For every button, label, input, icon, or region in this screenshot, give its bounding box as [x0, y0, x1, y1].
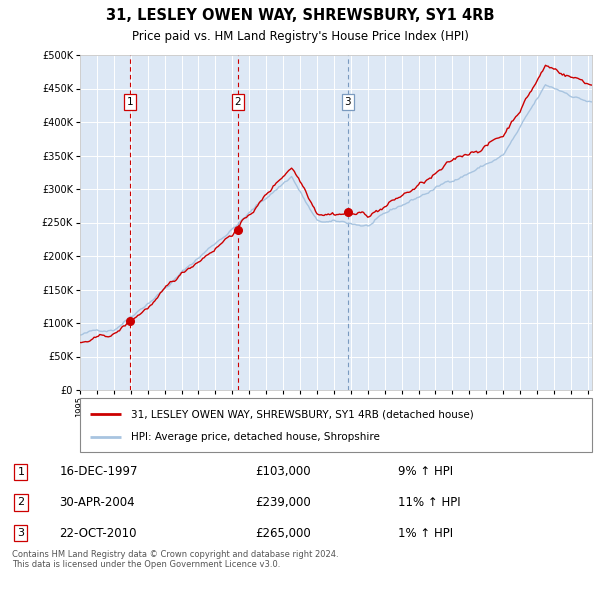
Text: 1% ↑ HPI: 1% ↑ HPI [398, 527, 453, 540]
Text: 3: 3 [17, 528, 25, 538]
Text: Contains HM Land Registry data © Crown copyright and database right 2024.
This d: Contains HM Land Registry data © Crown c… [12, 550, 338, 569]
Text: 2: 2 [17, 497, 25, 507]
Text: 1: 1 [17, 467, 25, 477]
Text: 11% ↑ HPI: 11% ↑ HPI [398, 496, 461, 509]
Text: 22-OCT-2010: 22-OCT-2010 [59, 527, 137, 540]
Text: 31, LESLEY OWEN WAY, SHREWSBURY, SY1 4RB: 31, LESLEY OWEN WAY, SHREWSBURY, SY1 4RB [106, 8, 494, 23]
Text: 30-APR-2004: 30-APR-2004 [59, 496, 135, 509]
Text: £103,000: £103,000 [256, 466, 311, 478]
Text: Price paid vs. HM Land Registry's House Price Index (HPI): Price paid vs. HM Land Registry's House … [131, 30, 469, 43]
Text: 9% ↑ HPI: 9% ↑ HPI [398, 466, 453, 478]
Text: 31, LESLEY OWEN WAY, SHREWSBURY, SY1 4RB (detached house): 31, LESLEY OWEN WAY, SHREWSBURY, SY1 4RB… [131, 409, 474, 419]
Text: £265,000: £265,000 [256, 527, 311, 540]
Text: HPI: Average price, detached house, Shropshire: HPI: Average price, detached house, Shro… [131, 432, 380, 442]
Text: £239,000: £239,000 [256, 496, 311, 509]
Text: 3: 3 [344, 97, 351, 107]
Text: 16-DEC-1997: 16-DEC-1997 [59, 466, 138, 478]
Text: 2: 2 [235, 97, 241, 107]
Text: 1: 1 [127, 97, 133, 107]
